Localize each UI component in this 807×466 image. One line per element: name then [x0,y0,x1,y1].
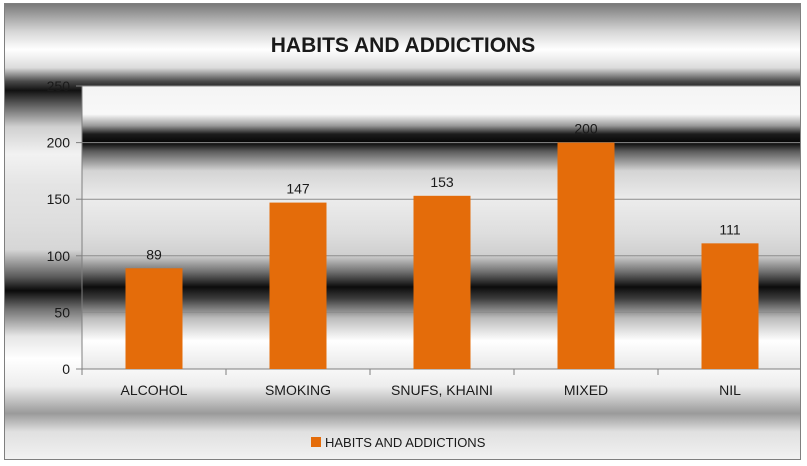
y-tick-label: 50 [54,304,70,320]
bar [125,268,183,369]
data-label: 111 [719,221,740,237]
data-label: 153 [430,174,454,190]
bar [557,142,615,369]
legend-swatch [311,437,321,447]
bar [701,243,759,369]
data-label: 89 [146,246,162,262]
y-tick-label: 200 [47,135,71,151]
data-labels: 89 147 153 200 111 [146,121,741,263]
y-tick-label: 100 [47,248,71,264]
data-label: 200 [574,121,598,137]
data-label: 147 [286,181,310,197]
bar [413,195,471,369]
y-tick-label: 0 [62,361,70,377]
y-tick-label: 150 [47,191,71,207]
chart-frame: HABITS AND ADDICTIONS 89 147 153 200 111 ALC… [4,3,801,460]
x-tick-label: MIXED [564,382,608,398]
x-tick-label: NIL [719,382,741,398]
bar-chart: HABITS AND ADDICTIONS 89 147 153 200 111 ALC… [47,34,800,450]
x-tick-label: SMOKING [265,382,331,398]
x-tick-label: SNUFS, KHAINI [391,382,493,398]
x-tick-label: ALCOHOL [121,382,188,398]
legend-label: HABITS AND ADDICTIONS [325,435,486,450]
legend: HABITS AND ADDICTIONS [311,435,486,450]
x-tick-labels: ALCOHOL SMOKING SNUFS, KHAINI MIXED NIL [121,382,742,398]
bar [269,202,327,369]
chart-title: HABITS AND ADDICTIONS [271,34,535,57]
bars [125,142,759,369]
y-tick-labels: 0 50 100 150 200 250 [47,78,71,377]
y-tick-label: 250 [47,78,71,94]
